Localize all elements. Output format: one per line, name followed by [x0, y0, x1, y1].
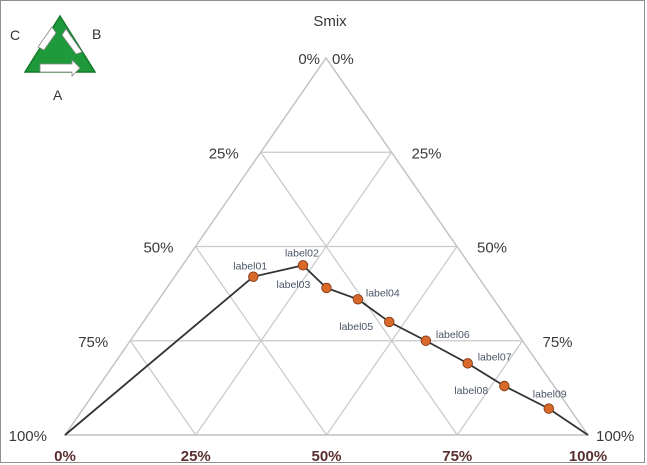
data-point-label: label04	[366, 287, 400, 299]
right-edge-tick-label: 50%	[477, 240, 507, 257]
legend-letter-b: B	[92, 26, 101, 42]
right-edge-tick-label: 25%	[412, 145, 442, 162]
data-point-label: label03	[277, 279, 311, 291]
data-point-label: label06	[436, 329, 470, 341]
data-point-marker	[384, 316, 395, 328]
data-point-marker	[462, 358, 473, 369]
bottom-edge-tick-label: 75%	[442, 448, 472, 465]
bottom-edge-tick-label: 25%	[181, 448, 211, 465]
left-edge-tick-label: 50%	[143, 240, 173, 257]
grid-line-diagonal-a	[195, 151, 392, 436]
data-point-marker	[543, 403, 554, 414]
left-edge-tick-label: 25%	[209, 145, 239, 162]
data-point-marker	[499, 380, 510, 392]
data-point-label: label07	[478, 351, 512, 363]
right-edge-tick-label: 75%	[543, 334, 573, 351]
ternary-legend-logo: C B A	[10, 14, 101, 103]
data-point-label: label09	[533, 389, 567, 401]
composition-series: label01 label02 label03 label04 label05 label…	[64, 247, 589, 436]
top-apex-label: Smix	[313, 13, 347, 30]
data-point-marker	[248, 271, 259, 282]
legend-arrow-right-icon	[61, 28, 83, 55]
data-point-label: label08	[454, 385, 488, 397]
grid-line-diagonal-b	[129, 340, 197, 436]
right-edge-tick-label: 100%	[596, 428, 634, 445]
data-point-label: label05	[339, 321, 373, 333]
data-point-marker	[352, 294, 364, 305]
grid-line-diagonal-b	[260, 151, 458, 436]
legend-letter-a: A	[53, 87, 63, 103]
bottom-edge-tick-label: 100%	[569, 448, 607, 465]
legend-arrow-left-icon	[37, 26, 57, 51]
data-point-label: label01	[233, 261, 267, 273]
left-edge-tick-label: 100%	[9, 428, 47, 445]
right-edge-tick-label: 0%	[332, 51, 354, 68]
data-point-marker	[321, 282, 332, 294]
data-point-marker	[420, 335, 432, 346]
ternary-tick-labels: 100% 75% 50% 25% 0% 0% 25% 50% 75% 100% 0% 25% 50% 75…	[9, 51, 635, 465]
data-point-label: label02	[285, 247, 319, 259]
data-point-marker	[297, 260, 309, 271]
bottom-edge-tick-label: 50%	[311, 448, 341, 465]
legend-arrow-bottom-icon	[39, 59, 81, 77]
grid-line-diagonal-b	[195, 246, 327, 436]
left-edge-tick-label: 0%	[298, 51, 320, 68]
left-edge-tick-label: 75%	[78, 334, 108, 351]
grid-line-diagonal-a	[456, 340, 523, 436]
legend-letter-c: C	[10, 27, 20, 43]
ternary-grid	[63, 56, 590, 436]
bottom-edge-tick-label: 0%	[54, 448, 76, 465]
